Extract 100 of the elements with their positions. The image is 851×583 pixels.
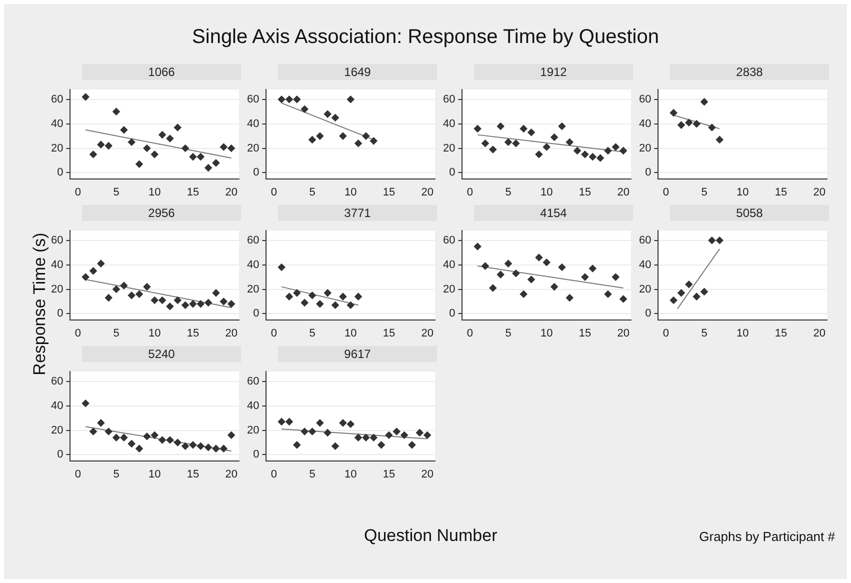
point bbox=[300, 105, 308, 113]
x-tick-label: 15 bbox=[578, 186, 592, 198]
point bbox=[362, 434, 370, 442]
point bbox=[385, 431, 393, 439]
x-tick-label: 5 bbox=[309, 468, 316, 480]
point bbox=[220, 444, 228, 452]
point bbox=[542, 258, 550, 266]
x-tick-label: 5 bbox=[701, 186, 708, 198]
y-tick-label: 0 bbox=[57, 308, 64, 320]
point bbox=[228, 300, 236, 308]
point bbox=[158, 131, 166, 139]
x-tick-label: 0 bbox=[74, 468, 81, 480]
point bbox=[293, 289, 301, 297]
point bbox=[143, 283, 151, 291]
point bbox=[204, 298, 212, 306]
point bbox=[300, 428, 308, 436]
point bbox=[278, 418, 286, 426]
point bbox=[82, 93, 90, 101]
x-tick-label: 10 bbox=[344, 186, 357, 198]
point bbox=[620, 146, 628, 154]
y-tick-label: 60 bbox=[50, 375, 64, 388]
y-tick-label: 20 bbox=[50, 283, 64, 296]
point bbox=[90, 150, 97, 158]
point bbox=[174, 124, 182, 132]
point bbox=[678, 121, 685, 129]
x-tick-label: 0 bbox=[74, 186, 81, 198]
x-tick-label: 10 bbox=[736, 186, 749, 198]
point bbox=[150, 296, 158, 304]
point bbox=[581, 273, 589, 281]
x-tick-label: 5 bbox=[701, 327, 708, 340]
point bbox=[82, 273, 90, 281]
x-tick-label: 20 bbox=[421, 327, 434, 340]
x-tick-label: 15 bbox=[186, 468, 200, 480]
point bbox=[408, 441, 416, 449]
x-tick-label: 0 bbox=[270, 468, 277, 480]
point bbox=[685, 280, 693, 288]
point bbox=[482, 140, 489, 148]
x-tick-label: 20 bbox=[617, 186, 630, 198]
point bbox=[362, 132, 370, 140]
point bbox=[542, 143, 550, 151]
y-tick-label: 60 bbox=[50, 93, 64, 106]
x-tick-label: 10 bbox=[344, 327, 357, 340]
point bbox=[286, 292, 293, 300]
x-tick-label: 10 bbox=[148, 186, 161, 198]
text: Question Number bbox=[364, 526, 498, 546]
y-tick-label: 20 bbox=[50, 424, 64, 436]
point bbox=[174, 438, 182, 446]
point bbox=[293, 96, 301, 104]
point bbox=[392, 428, 400, 436]
point bbox=[716, 236, 724, 244]
x-tick-label: 20 bbox=[421, 186, 434, 198]
point bbox=[182, 301, 189, 309]
point bbox=[112, 108, 120, 116]
y-tick-label: 0 bbox=[57, 166, 64, 179]
point bbox=[324, 428, 332, 436]
point bbox=[128, 292, 136, 300]
x-tick-label: 20 bbox=[225, 186, 238, 198]
x-tick-label: 15 bbox=[382, 468, 396, 480]
point bbox=[120, 126, 128, 134]
point bbox=[286, 96, 293, 104]
y-tick-label: 40 bbox=[50, 258, 64, 271]
point bbox=[346, 301, 354, 309]
point bbox=[558, 122, 566, 130]
point bbox=[346, 96, 354, 104]
point bbox=[166, 436, 174, 444]
x-tick-label: 15 bbox=[382, 327, 396, 340]
point bbox=[286, 418, 293, 426]
point bbox=[692, 120, 700, 128]
point bbox=[528, 128, 535, 136]
x-tick-label: 20 bbox=[225, 468, 238, 480]
point bbox=[90, 428, 97, 436]
x-tick-label: 20 bbox=[813, 186, 826, 198]
point bbox=[550, 134, 558, 141]
point bbox=[535, 150, 543, 158]
chart-title: 3771 bbox=[278, 205, 437, 221]
point bbox=[512, 270, 520, 278]
x-tick-label: 5 bbox=[309, 327, 316, 340]
point bbox=[308, 136, 316, 144]
point bbox=[339, 132, 347, 140]
y-tick-label: 20 bbox=[638, 142, 652, 154]
point bbox=[520, 125, 528, 132]
x-tick-label: 20 bbox=[617, 327, 630, 340]
y-tick-label: 20 bbox=[246, 283, 260, 296]
point bbox=[708, 124, 716, 132]
point bbox=[416, 428, 424, 436]
y-tick-label: 0 bbox=[253, 448, 260, 461]
y-tick-label: 40 bbox=[246, 118, 260, 130]
y-tick-label: 60 bbox=[442, 234, 456, 246]
point bbox=[504, 138, 512, 146]
point bbox=[504, 260, 512, 268]
point bbox=[620, 295, 628, 303]
y-tick-label: 40 bbox=[246, 258, 260, 271]
x-tick-label: 5 bbox=[113, 186, 120, 198]
point bbox=[346, 420, 354, 428]
y-tick-label: 20 bbox=[442, 142, 456, 154]
point bbox=[685, 118, 693, 126]
y-tick-label: 40 bbox=[50, 118, 64, 130]
point bbox=[588, 264, 596, 272]
point bbox=[316, 300, 324, 308]
y-tick-label: 20 bbox=[246, 142, 260, 154]
